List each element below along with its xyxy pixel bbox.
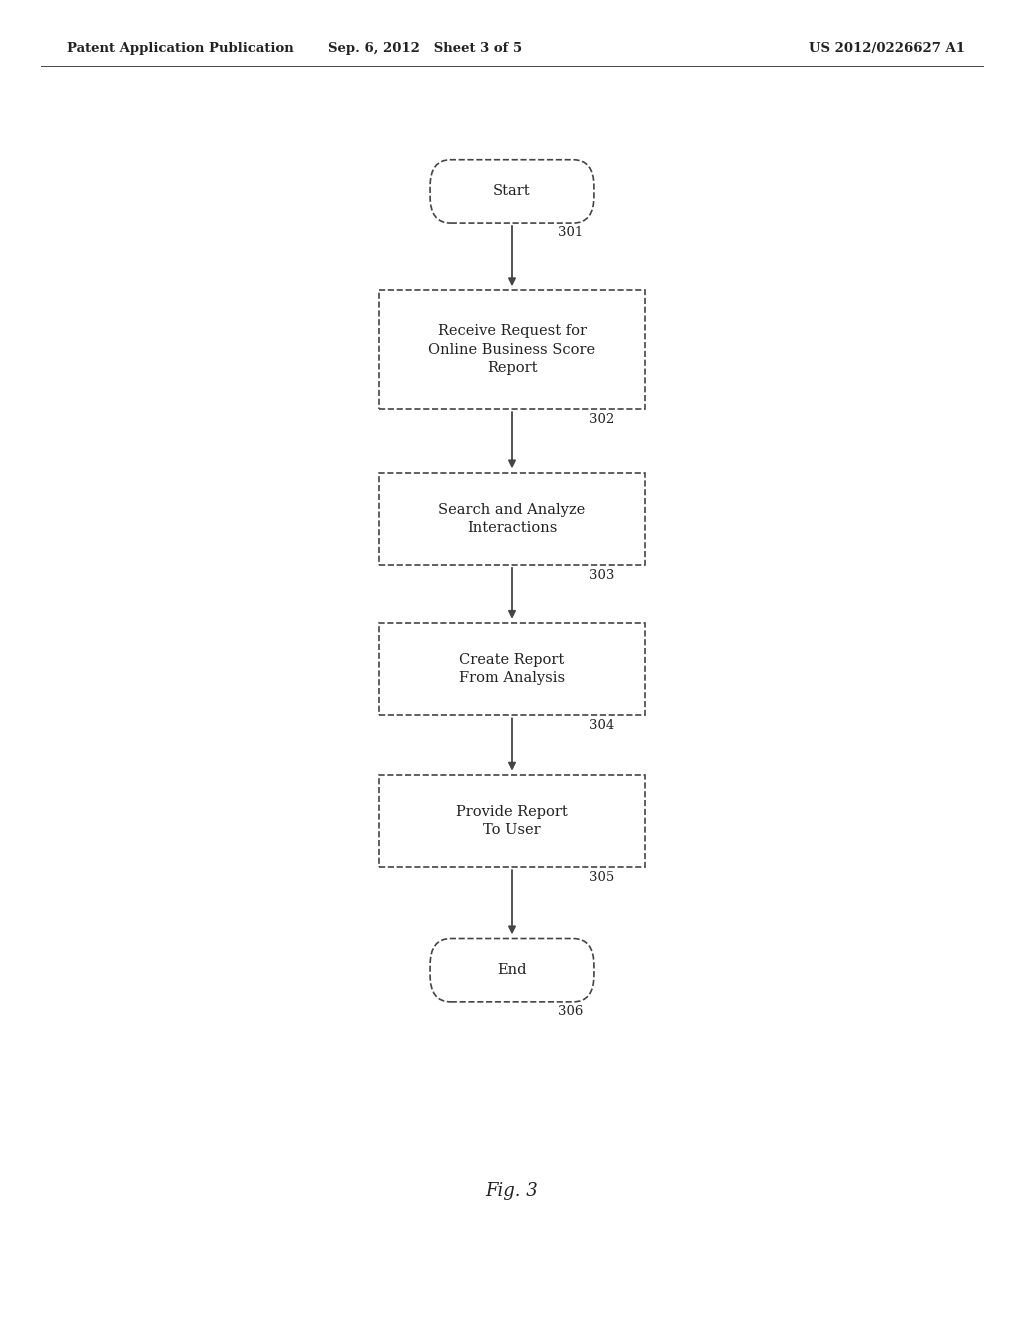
FancyBboxPatch shape [379,775,645,867]
Text: Patent Application Publication: Patent Application Publication [67,42,293,54]
Text: US 2012/0226627 A1: US 2012/0226627 A1 [809,42,965,54]
Text: Receive Request for
Online Business Score
Report: Receive Request for Online Business Scor… [428,325,596,375]
Text: Sep. 6, 2012   Sheet 3 of 5: Sep. 6, 2012 Sheet 3 of 5 [328,42,522,54]
Text: Search and Analyze
Interactions: Search and Analyze Interactions [438,503,586,535]
FancyBboxPatch shape [430,160,594,223]
Text: End: End [498,964,526,977]
FancyBboxPatch shape [379,623,645,715]
FancyBboxPatch shape [379,290,645,409]
Text: Start: Start [494,185,530,198]
Text: Provide Report
To User: Provide Report To User [456,805,568,837]
Text: Create Report
From Analysis: Create Report From Analysis [459,653,565,685]
Text: 302: 302 [589,413,614,426]
Text: 304: 304 [589,719,614,733]
Text: 301: 301 [558,226,584,239]
Text: 303: 303 [589,569,614,582]
FancyBboxPatch shape [379,473,645,565]
FancyBboxPatch shape [430,939,594,1002]
Text: 306: 306 [558,1005,584,1018]
Text: 305: 305 [589,871,614,884]
Text: Fig. 3: Fig. 3 [485,1181,539,1200]
